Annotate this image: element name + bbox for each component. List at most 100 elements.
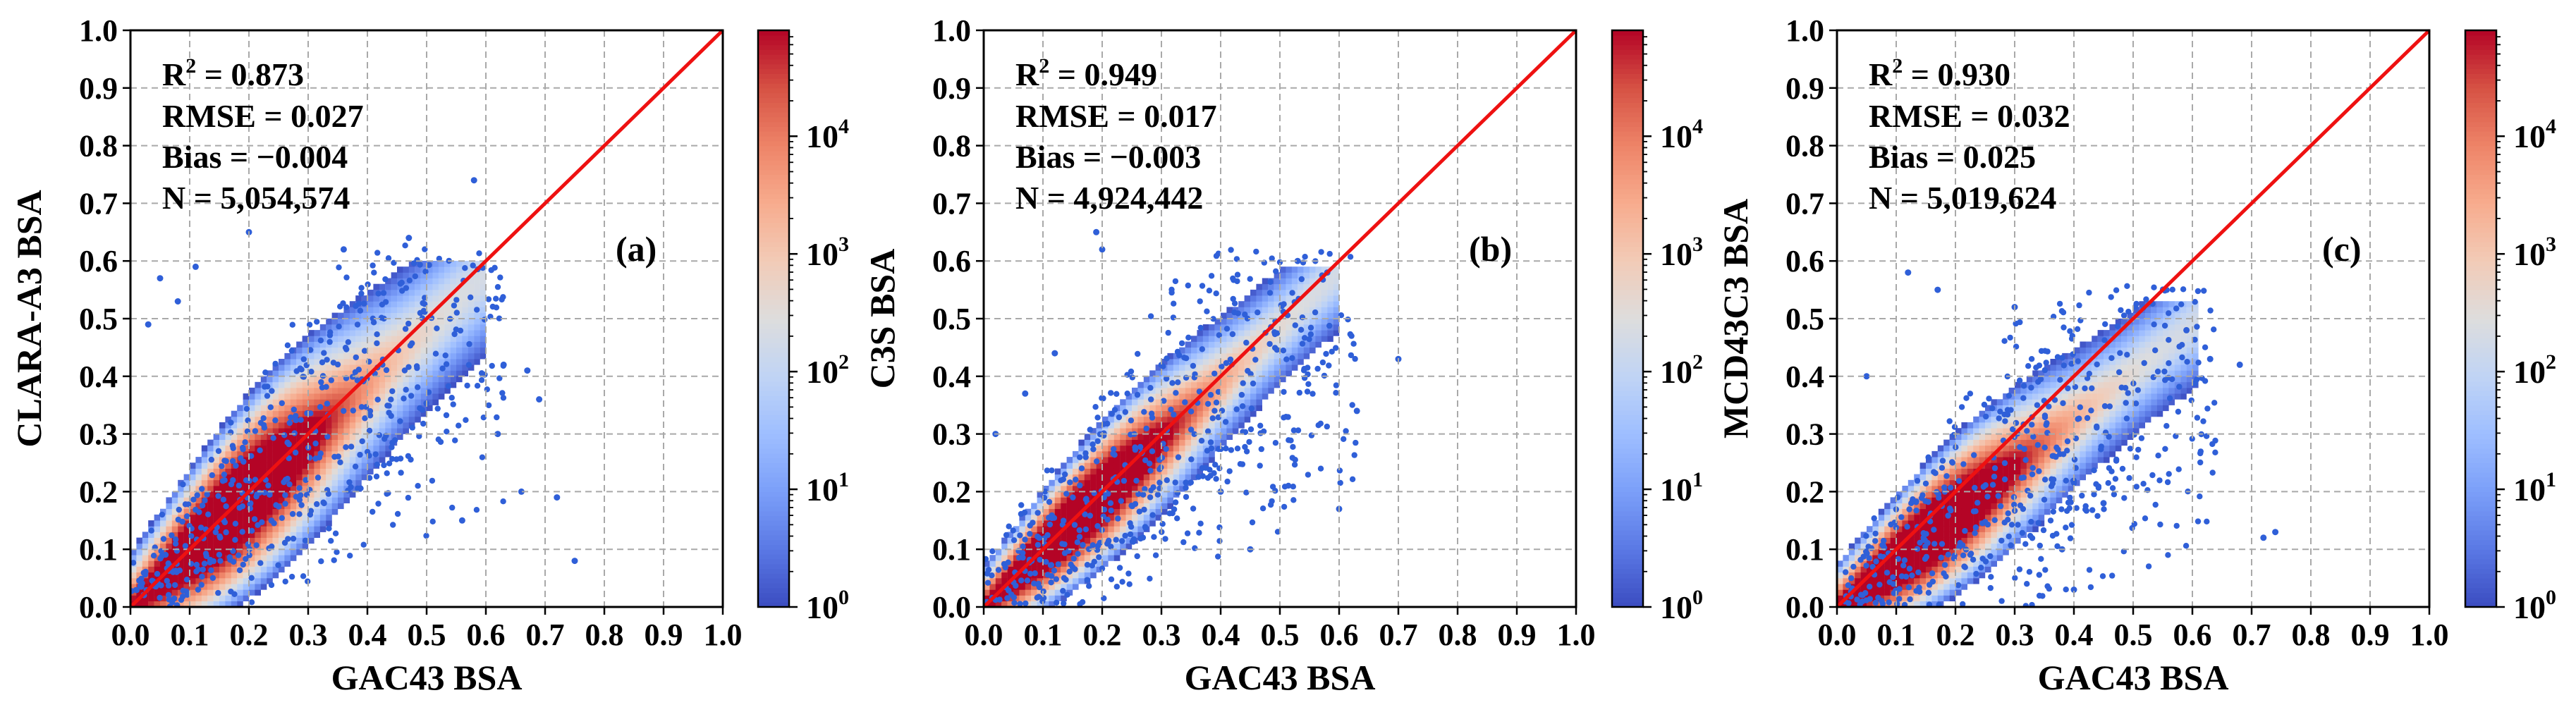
colorbar-band (758, 487, 789, 492)
density-cell (373, 440, 379, 446)
scatter-point (327, 329, 333, 335)
density-cell (1108, 440, 1114, 446)
scatter-point (1130, 539, 1136, 544)
density-cell (415, 348, 421, 354)
density-cell (409, 266, 415, 273)
scatter-point (1151, 534, 1156, 540)
scatter-point (298, 502, 304, 508)
density-cell (1185, 382, 1192, 388)
colorbar-band (1612, 309, 1643, 314)
density-cell (267, 440, 273, 446)
density-cell (367, 295, 374, 302)
density-cell (421, 376, 427, 383)
scatter-point (409, 340, 415, 346)
scatter-point (1086, 583, 1092, 589)
density-cell (1097, 503, 1103, 510)
scatter-point (1054, 576, 1059, 582)
density-cell (237, 474, 243, 481)
density-cell (1221, 434, 1227, 440)
density-cell (373, 382, 379, 388)
density-cell (267, 497, 273, 503)
density-cell (415, 393, 421, 400)
density-cell (373, 376, 379, 383)
density-cell (237, 544, 243, 550)
density-cell (1114, 526, 1121, 532)
density-cell (1179, 434, 1185, 440)
scatter-point (242, 439, 248, 445)
density-cell (1274, 359, 1281, 365)
x-tick-label: 0.5 (408, 618, 446, 652)
scatter-point (290, 511, 295, 517)
density-cell (202, 446, 208, 452)
density-cell (1156, 388, 1162, 394)
scatter-point (397, 418, 403, 424)
density-cell (367, 388, 374, 394)
scatter-point (1025, 577, 1030, 583)
scatter-point (149, 528, 154, 534)
density-cell (1108, 469, 1114, 475)
scatter-point (228, 481, 234, 487)
y-tick-label: 0.9 (79, 71, 118, 106)
colorbar-band (1612, 256, 1643, 261)
scatter-point (1214, 290, 1219, 296)
density-cell (308, 399, 315, 405)
density-cell (1215, 342, 1221, 348)
density-cell (273, 428, 279, 434)
scatter-point (172, 582, 178, 588)
colorbar-band (758, 386, 789, 391)
colorbar-band (1612, 381, 1643, 386)
scatter-point (415, 384, 420, 390)
scatter-point (389, 444, 394, 450)
colorbar-band (758, 391, 789, 395)
density-cell (1144, 474, 1150, 481)
colorbar-band (1612, 78, 1643, 83)
density-cell (409, 388, 415, 394)
scatter-point (420, 421, 426, 426)
outlier-point (471, 177, 477, 183)
density-cell (1955, 503, 1962, 510)
scatter-point (166, 582, 171, 588)
density-cell (1167, 486, 1173, 492)
density-cell (1274, 370, 1281, 376)
density-cell (397, 382, 403, 388)
scatter-point (382, 276, 388, 282)
colorbar-band (1612, 227, 1643, 232)
density-cell (480, 336, 487, 342)
density-cell (255, 578, 261, 584)
density-cell (1250, 364, 1257, 371)
density-cell (367, 330, 374, 336)
scatter-point (1094, 523, 1100, 529)
density-cell (303, 497, 309, 503)
scatter-point (375, 501, 381, 506)
scatter-point (1248, 426, 1254, 432)
scatter-point (388, 397, 393, 403)
scatter-point (443, 352, 448, 358)
density-cell (1191, 388, 1197, 394)
scatter-point (1211, 408, 1217, 414)
colorbar-band (758, 256, 789, 261)
scatter-point (1348, 352, 1354, 358)
density-cell (326, 509, 332, 515)
density-cell (427, 295, 433, 302)
density-cell (1179, 388, 1185, 394)
density-cell (421, 342, 427, 348)
density-cell (362, 330, 368, 336)
density-cell (296, 526, 303, 532)
colorbar-band (1612, 73, 1643, 78)
density-cell (415, 417, 421, 423)
density-cell (308, 388, 315, 394)
density-cell (261, 538, 267, 544)
density-cell (148, 595, 154, 601)
density-cell (1120, 520, 1126, 527)
density-cell (462, 319, 468, 325)
y-tick-label: 0.1 (932, 532, 971, 567)
scatter-point (1148, 396, 1154, 402)
scatter-point (370, 509, 375, 515)
density-cell (362, 319, 368, 325)
density-cell (343, 497, 350, 503)
scatter-point (1205, 475, 1211, 481)
density-cell (439, 290, 445, 296)
density-cell (303, 520, 309, 527)
density-cell (267, 538, 273, 544)
